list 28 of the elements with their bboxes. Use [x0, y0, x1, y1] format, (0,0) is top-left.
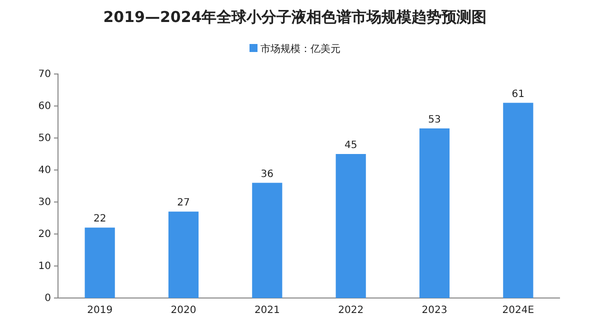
- bar: [168, 212, 199, 298]
- data-label: 22: [93, 214, 106, 225]
- y-tick-label: 40: [38, 165, 51, 176]
- x-tick-label: 2019: [87, 305, 113, 316]
- data-label: 61: [512, 88, 525, 100]
- y-tick-label: 30: [38, 197, 51, 208]
- bar: [503, 102, 534, 298]
- x-tick-label: 2020: [170, 305, 196, 316]
- x-tick-label: 2022: [338, 305, 364, 316]
- y-tick-label: 70: [38, 69, 51, 80]
- y-tick-label: 0: [44, 293, 51, 304]
- x-tick-label: 2021: [254, 305, 280, 316]
- y-tick-label: 20: [38, 229, 51, 240]
- legend-label: 市场规模：亿美元: [260, 43, 340, 55]
- data-label: 45: [344, 140, 358, 151]
- y-tick-label: 50: [38, 133, 51, 144]
- y-tick-label: 10: [38, 261, 51, 272]
- bar: [252, 182, 282, 298]
- bar: [336, 154, 366, 298]
- bar: [84, 228, 115, 298]
- chart-title: 2019—2024年全球小分子液相色谱市场规模趋势预测图: [103, 8, 487, 26]
- bar: [419, 128, 450, 298]
- data-label: 27: [177, 198, 190, 209]
- x-tick-label: 2023: [422, 305, 448, 316]
- data-label: 53: [428, 114, 441, 126]
- x-tick-label: 2024E: [502, 305, 534, 316]
- data-label: 36: [260, 168, 274, 180]
- y-tick-label: 60: [38, 101, 51, 112]
